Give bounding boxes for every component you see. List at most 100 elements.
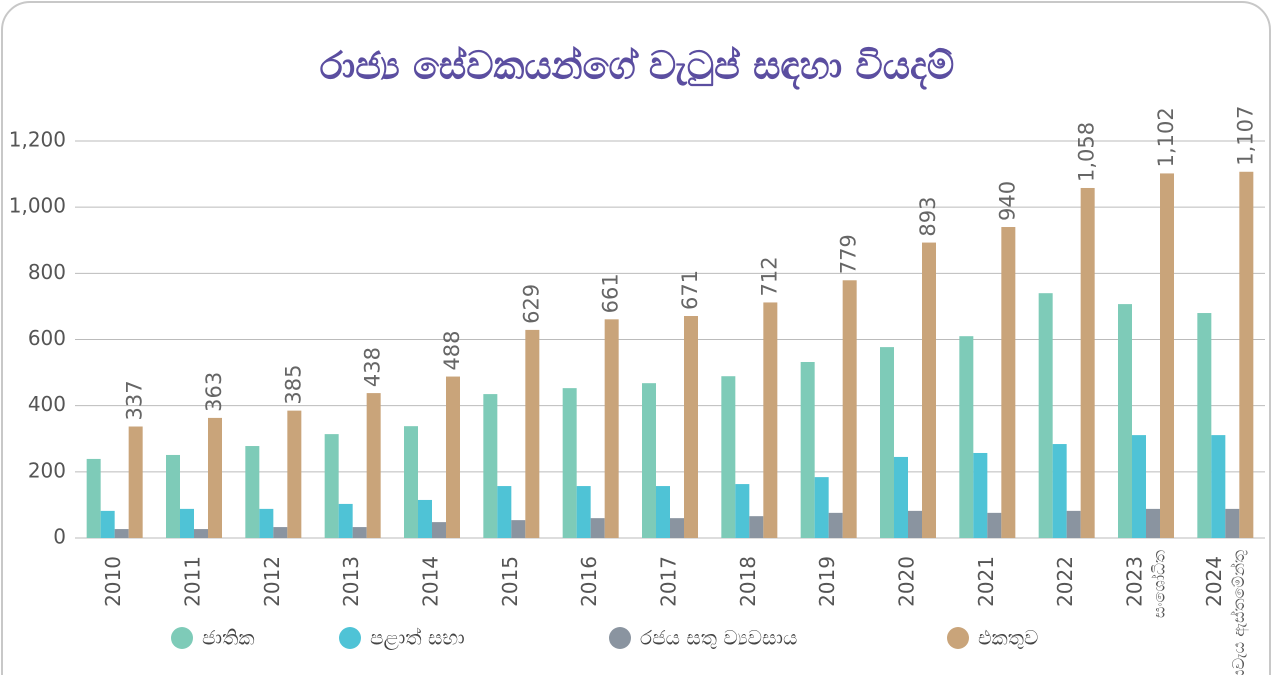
- bar: [366, 393, 381, 538]
- x-tick-label: 2020: [895, 556, 919, 607]
- bar: [128, 426, 143, 538]
- legend-label: එකතුව: [978, 626, 1038, 650]
- x-tick-label: 2012: [260, 556, 284, 607]
- value-label: 629: [519, 284, 543, 324]
- bar: [324, 434, 339, 538]
- bar: [590, 518, 605, 538]
- value-label: 1,107: [1233, 106, 1257, 166]
- legend-label: පළාත් සභා: [370, 626, 465, 651]
- legend-swatch: [171, 627, 193, 649]
- bar: [114, 529, 129, 538]
- bar: [684, 316, 698, 538]
- bar: [1225, 508, 1240, 538]
- x-tick-label: 2011: [181, 556, 205, 607]
- x-tick-sublabel: අයවැය ඇස්තමේන්තු: [1229, 550, 1249, 675]
- legend-swatch: [339, 627, 361, 649]
- bar: [208, 417, 222, 538]
- x-tick-label: 2018: [736, 556, 760, 607]
- bar: [880, 347, 894, 538]
- x-tick-label: 2014: [419, 556, 443, 607]
- x-tick-label: 2021: [974, 556, 998, 607]
- bar: [1038, 293, 1053, 538]
- y-tick-label: 0: [53, 525, 66, 549]
- x-tick-sublabel: සංශෝධිත: [1150, 550, 1169, 618]
- bar: [483, 394, 498, 538]
- bar: [1197, 313, 1212, 538]
- bar: [763, 302, 778, 538]
- legend-swatch: [609, 627, 631, 649]
- bar: [1066, 510, 1081, 538]
- bar: [894, 456, 908, 538]
- value-label: 385: [281, 365, 305, 405]
- bar: [973, 452, 988, 538]
- bar: [1132, 435, 1146, 538]
- y-tick-label: 200: [28, 458, 66, 482]
- bar: [922, 242, 936, 538]
- bar: [814, 477, 829, 538]
- value-label: 661: [599, 273, 623, 313]
- bar: [735, 484, 750, 538]
- value-label: 779: [837, 234, 861, 274]
- bar: [828, 512, 843, 538]
- chart-title: රාජ්‍ය සේවකයන්ගේ වැටුප් සඳහා වියදම්: [320, 44, 955, 90]
- y-tick-label: 1,000: [9, 194, 66, 218]
- x-tick-label: 2010: [101, 556, 125, 607]
- bar: [287, 410, 302, 538]
- bar: [562, 388, 577, 538]
- bar: [604, 319, 619, 538]
- bar: [525, 329, 540, 538]
- value-label: 438: [361, 347, 385, 387]
- bar: [404, 426, 418, 538]
- bar: [576, 486, 591, 538]
- bar: [100, 510, 115, 538]
- x-tick-label: 2024: [1202, 556, 1226, 607]
- bar: [245, 446, 260, 538]
- bar: [446, 376, 460, 538]
- x-tick-label: 2015: [498, 556, 522, 607]
- bar: [511, 520, 526, 538]
- bar: [194, 529, 208, 538]
- bar: [800, 361, 815, 538]
- bar: [1118, 304, 1132, 538]
- bar: [338, 503, 353, 538]
- bar: [418, 499, 432, 538]
- value-label: 363: [202, 372, 226, 412]
- bar: [86, 458, 101, 538]
- value-label: 893: [916, 196, 940, 236]
- value-label: 940: [995, 181, 1019, 221]
- bar: [721, 376, 736, 538]
- y-tick-label: 400: [28, 392, 66, 416]
- bar: [180, 508, 194, 538]
- legend-label: ජාතික: [202, 626, 255, 650]
- bar: [642, 383, 656, 538]
- bar: [259, 508, 274, 538]
- bar: [749, 516, 764, 538]
- y-tick-label: 800: [28, 260, 66, 284]
- x-tick-label: 2017: [657, 556, 681, 607]
- x-tick-label: 2023: [1123, 556, 1147, 607]
- value-label: 671: [678, 270, 702, 310]
- y-tick-label: 1,200: [9, 128, 66, 152]
- bar: [1080, 187, 1095, 538]
- bar: [1001, 227, 1016, 538]
- bar: [352, 527, 367, 538]
- legend-swatch: [947, 627, 969, 649]
- y-tick-label: 600: [28, 326, 66, 350]
- bar: [670, 518, 684, 538]
- bar: [1239, 171, 1254, 538]
- x-tick-label: 2022: [1053, 556, 1077, 607]
- bar: [959, 336, 974, 538]
- bar: [1146, 508, 1160, 538]
- value-label: 488: [440, 330, 464, 370]
- bar: [908, 510, 922, 538]
- bar: [1211, 435, 1226, 538]
- bar: [656, 486, 670, 538]
- bar: [987, 512, 1002, 538]
- x-tick-label: 2016: [577, 556, 601, 607]
- x-tick-label: 2013: [339, 556, 363, 607]
- bar: [166, 454, 180, 538]
- bar: [842, 280, 857, 538]
- x-tick-label: 2019: [815, 556, 839, 607]
